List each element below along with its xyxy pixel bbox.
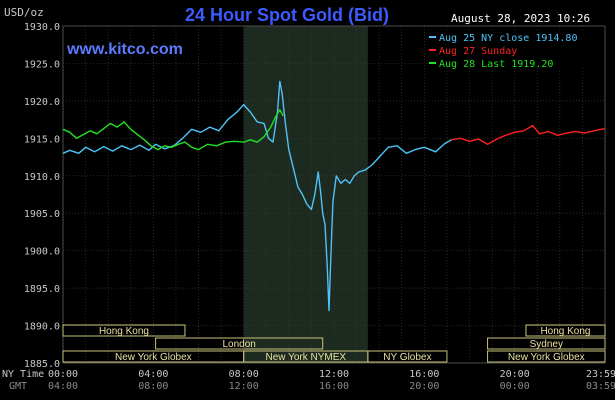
- session-label: NY Globex: [383, 352, 431, 363]
- session-label: Hong Kong: [540, 326, 590, 337]
- unit-label: USD/oz: [4, 6, 44, 19]
- series-line-2: [451, 124, 605, 145]
- y-tick-label: 1885.0: [24, 359, 60, 370]
- legend-entry: Aug 27 Sunday: [439, 46, 517, 57]
- x-tick-label-gmt: 03:59: [586, 381, 615, 392]
- session-bar: [155, 337, 324, 350]
- y-tick-label: 1930.0: [24, 22, 60, 33]
- gmt-row-label: GMT: [9, 381, 27, 392]
- x-tick-label-ny: 23:59: [586, 369, 615, 380]
- date-label: August 28, 2023 10:26: [451, 12, 590, 25]
- y-tick-label: 1915.0: [24, 134, 60, 145]
- legend-entry: Aug 25 NY close 1914.80: [439, 33, 577, 44]
- legend: Aug 25 NY close 1914.80 Aug 27 Sunday Aug …: [427, 30, 604, 70]
- x-tick-label-ny: 04:00: [138, 369, 168, 380]
- x-tick-label-ny: 16:00: [409, 369, 439, 380]
- x-tick-label-ny: 08:00: [229, 369, 259, 380]
- session-label: New York NYMEX: [265, 352, 346, 363]
- x-tick-label-gmt: 00:00: [500, 381, 530, 392]
- x-tick-label-gmt: 16:00: [319, 381, 349, 392]
- y-tick-label: 1905.0: [24, 209, 60, 220]
- y-tick-label: 1890.0: [24, 322, 60, 333]
- legend-entry: Aug 28 Last 1919.20: [439, 59, 553, 70]
- chart-title: 24 Hour Spot Gold (Bid): [185, 5, 389, 25]
- x-tick-label-ny: 20:00: [500, 369, 530, 380]
- series-line-3: [62, 109, 284, 151]
- session-label: Hong Kong: [99, 326, 149, 337]
- y-tick-label: 1895.0: [24, 284, 60, 295]
- y-tick-label: 1925.0: [24, 59, 60, 70]
- ny-time-row-label: NY Time: [2, 369, 44, 380]
- y-tick-label: 1920.0: [24, 97, 60, 108]
- y-tick-label: 1900.0: [24, 247, 60, 258]
- x-tick-label-gmt: 20:00: [409, 381, 439, 392]
- watermark-url: www.kitco.com: [66, 41, 183, 58]
- nymex-shaded-region: [243, 26, 368, 363]
- x-tick-label-ny: 12:00: [319, 369, 349, 380]
- session-bar: [487, 350, 606, 363]
- session-bar: [62, 324, 186, 337]
- legend-box: [427, 30, 604, 66]
- x-tick-label-ny: 00:00: [48, 369, 78, 380]
- y-tick-label: 1910.0: [24, 172, 60, 183]
- session-bar: [367, 350, 448, 363]
- session-bar: [487, 337, 606, 350]
- session-label: Sydney: [530, 339, 563, 350]
- x-tick-label-gmt: 08:00: [138, 381, 168, 392]
- session-label: New York Globex: [115, 352, 192, 363]
- session-label: London: [222, 339, 255, 350]
- x-tick-label-gmt: 12:00: [229, 381, 259, 392]
- x-tick-label-gmt: 04:00: [48, 381, 78, 392]
- session-label: New York Globex: [508, 352, 585, 363]
- series-line-1: [62, 80, 452, 312]
- session-bar: [525, 324, 606, 337]
